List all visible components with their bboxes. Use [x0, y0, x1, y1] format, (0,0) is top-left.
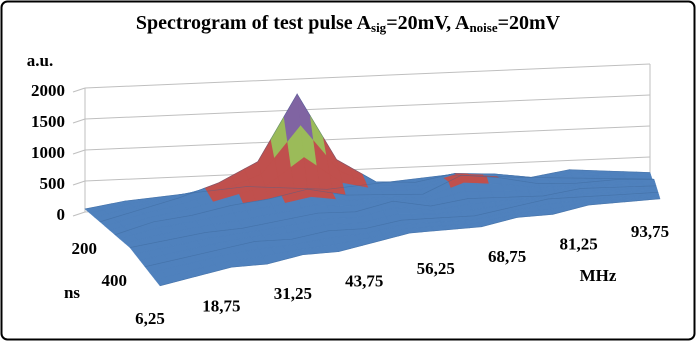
- x-tick-label: 31,25: [274, 284, 312, 303]
- title-text: Spectrogram of test pulse A: [136, 12, 372, 34]
- grid-line: [72, 87, 86, 93]
- x-tick-label: 81,25: [559, 234, 597, 253]
- z-axis-label: a.u.: [27, 51, 53, 70]
- z-tick-label: 1500: [31, 112, 65, 131]
- surface-patch: [490, 190, 507, 199]
- surface-patch: [465, 190, 482, 199]
- grid-line: [84, 125, 651, 151]
- surface-patch: [476, 183, 492, 192]
- surface-patch: [514, 185, 530, 192]
- surface-patch: [488, 183, 505, 192]
- grid-line: [72, 180, 86, 186]
- z-tick-label: 2000: [31, 81, 65, 100]
- surface-patch: [528, 191, 544, 197]
- surface-line: [144, 192, 659, 267]
- x-tick-label: 43,75: [345, 272, 383, 291]
- surface-patch: [516, 190, 532, 198]
- grid-line: [72, 211, 86, 217]
- title-text: =20mV: [498, 12, 561, 34]
- grid-line: [84, 94, 651, 120]
- grid-line: [72, 118, 86, 124]
- x-tick-label: 56,25: [417, 259, 455, 278]
- grid-line: [84, 63, 651, 89]
- surface-patch: [459, 209, 476, 217]
- surface-line: [99, 93, 653, 223]
- chart-title: Spectrogram of test pulse Asig=20mV, Ano…: [136, 12, 561, 35]
- surface-patch: [503, 190, 519, 198]
- z-tick-label: 0: [57, 205, 66, 224]
- x-tick-label: 18,75: [202, 296, 240, 315]
- x-axis-label: MHz: [580, 266, 617, 285]
- surface-patch: [463, 182, 479, 192]
- surface-line: [114, 174, 655, 235]
- surface-line: [159, 198, 661, 287]
- x-tick-label: 6,25: [135, 309, 165, 328]
- z-tick-label: 500: [40, 174, 66, 193]
- y-tick-label: 400: [102, 271, 128, 290]
- surface-patch: [478, 190, 494, 199]
- grid-line: [72, 149, 86, 155]
- y-axis-label: ns: [64, 283, 80, 302]
- x-tick-label: 68,75: [488, 247, 526, 266]
- surface-patch: [501, 183, 517, 192]
- surface-line: [84, 169, 651, 210]
- title-text: =20mV, A: [386, 12, 470, 34]
- grid-line: [84, 156, 651, 182]
- surface-line: [129, 185, 657, 248]
- y-tick-label: 200: [72, 239, 98, 258]
- x-tick-label: 93,75: [631, 222, 669, 241]
- title-subscript: sig: [371, 20, 387, 35]
- tick-labels: 0 500 1000 1500 2000 6,25 18,75 31,25 43,75 56,25…: [31, 81, 669, 328]
- surface: [84, 93, 661, 287]
- title-subscript: noise: [469, 20, 497, 35]
- z-tick-label: 1000: [31, 143, 65, 162]
